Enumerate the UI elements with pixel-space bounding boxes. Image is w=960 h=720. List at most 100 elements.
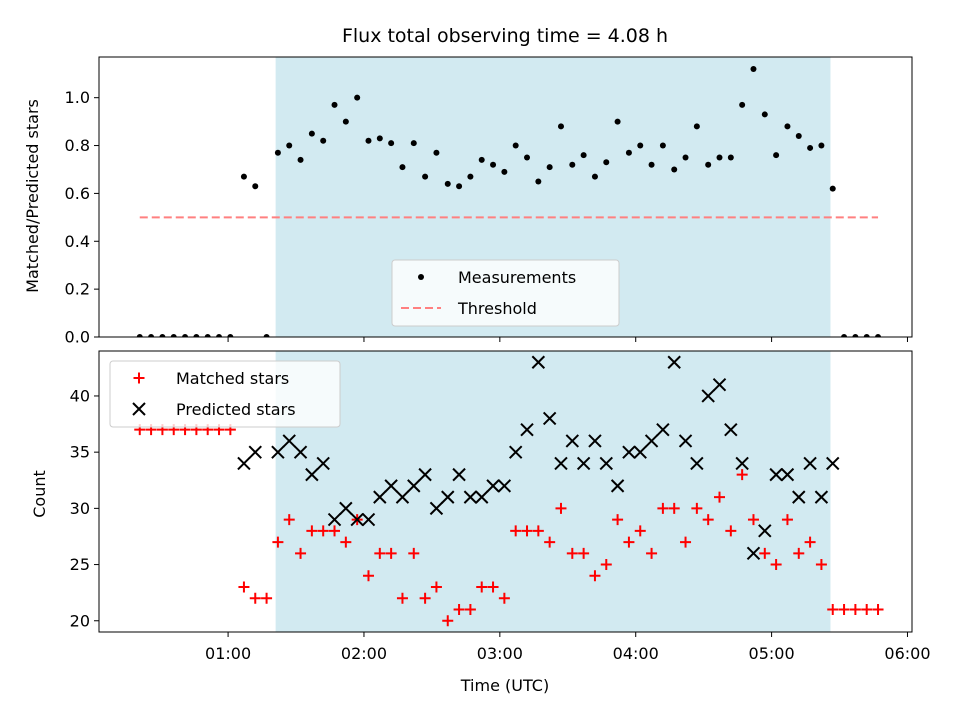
x-tick-label: 04:00	[613, 644, 659, 663]
measurement-point	[159, 334, 166, 337]
matched-star-marker	[815, 559, 827, 571]
top-y-tick-label: 0.2	[65, 280, 90, 299]
bottom-plot-area	[134, 355, 884, 627]
matched-star-marker	[362, 570, 374, 582]
matched-star-marker	[295, 547, 307, 559]
measurement-point	[193, 334, 200, 337]
predicted-star-marker	[384, 479, 398, 493]
matched-star-marker	[385, 547, 397, 559]
measurement-point	[444, 180, 451, 187]
measurement-point	[274, 149, 281, 156]
legend-entry-label: Predicted stars	[176, 400, 296, 419]
measurement-point	[331, 101, 338, 108]
matched-star-marker	[747, 514, 759, 526]
measurement-point	[456, 183, 463, 190]
bottom-y-tick-label: 40	[70, 386, 90, 405]
predicted-star-marker	[237, 456, 251, 471]
top-y-tick-label: 0.4	[65, 232, 90, 251]
measurement-point	[580, 152, 587, 159]
matched-star-marker	[736, 469, 748, 481]
measurement-point	[297, 156, 304, 163]
measurement-point	[739, 101, 746, 108]
matched-star-marker	[634, 525, 646, 537]
measurement-point	[365, 137, 372, 144]
measurement-point	[501, 168, 508, 175]
bottom-y-axis-label: Count	[30, 470, 49, 518]
matched-star-marker	[317, 525, 329, 537]
measurement-point	[170, 334, 177, 337]
measurement-point	[535, 178, 542, 185]
predicted-star-marker	[622, 445, 636, 459]
measurement-point	[569, 161, 576, 168]
measurement-point	[727, 154, 734, 161]
predicted-star-marker	[271, 445, 285, 459]
matched-star-marker	[521, 525, 533, 537]
predicted-star-marker	[316, 456, 330, 471]
legend-entry-label: Threshold	[457, 299, 537, 318]
matched-star-marker	[419, 592, 431, 604]
measurement-point	[705, 161, 712, 168]
top-panel: 0.0 0.2 0.4 0.6 0.8 1.0 Measurements Threshold	[65, 56, 913, 347]
predicted-star-marker	[520, 422, 534, 437]
matched-star-marker	[532, 525, 544, 537]
predicted-star-marker	[758, 524, 772, 538]
bottom-observing-window	[275, 351, 831, 632]
bottom-y-tick-label: 35	[70, 443, 90, 462]
measurement-point	[784, 123, 791, 130]
matched-star-marker	[498, 592, 510, 604]
matched-star-marker	[374, 547, 386, 559]
matched-star-marker	[589, 570, 601, 582]
predicted-star-marker	[633, 445, 647, 459]
predicted-star-marker	[576, 456, 591, 471]
matched-star-marker	[249, 592, 261, 604]
matched-star-marker	[555, 502, 567, 514]
chart-title: Flux total observing time = 4.08 h	[342, 25, 668, 47]
matched-star-marker	[566, 547, 578, 559]
x-tick-label: 01:00	[205, 644, 251, 663]
predicted-star-marker	[486, 479, 500, 493]
matched-star-marker	[396, 592, 408, 604]
matched-star-marker	[329, 525, 341, 537]
bottom-legend-box	[109, 360, 341, 428]
predicted-star-marker	[293, 445, 308, 459]
matched-star-marker	[668, 502, 680, 514]
measurement-point	[467, 173, 474, 180]
predicted-star-marker	[565, 434, 580, 448]
predicted-star-marker	[339, 501, 353, 516]
measurement-point	[376, 135, 383, 142]
measurement-point	[863, 334, 870, 337]
legend-predicted-swatch	[132, 402, 146, 416]
matched-star-marker	[340, 536, 352, 548]
predicted-star-marker	[554, 456, 568, 471]
measurement-point	[216, 334, 223, 337]
measurement-point	[512, 142, 519, 149]
matched-star-marker	[838, 604, 850, 616]
legend-entry-label: Measurements	[458, 268, 576, 287]
measurement-point	[591, 173, 598, 180]
matched-star-marker	[544, 536, 556, 548]
matched-star-marker	[510, 525, 522, 537]
matched-star-marker	[487, 581, 499, 593]
measurement-point	[182, 334, 189, 337]
measurement-point	[648, 161, 655, 168]
matched-star-marker	[714, 491, 726, 503]
measurement-point	[716, 154, 723, 161]
predicted-star-marker	[463, 490, 478, 504]
measurement-point	[852, 334, 859, 337]
measurement-point	[807, 144, 814, 151]
matched-star-marker	[781, 514, 793, 526]
measurement-point	[693, 123, 700, 130]
matched-star-marker	[453, 604, 465, 616]
matched-star-marker	[657, 502, 669, 514]
x-tick-label: 03:00	[477, 644, 523, 663]
predicted-star-marker	[327, 512, 342, 527]
matched-star-marker	[623, 536, 635, 548]
measurement-point	[546, 164, 553, 171]
predicted-star-marker	[701, 389, 715, 403]
top-y-axis-label: Matched/Predicted stars	[23, 99, 42, 293]
legend-entry-label: Matched stars	[176, 369, 289, 388]
predicted-star-marker	[667, 355, 681, 369]
predicted-star-marker	[418, 467, 432, 482]
top-legend-box	[391, 259, 620, 327]
